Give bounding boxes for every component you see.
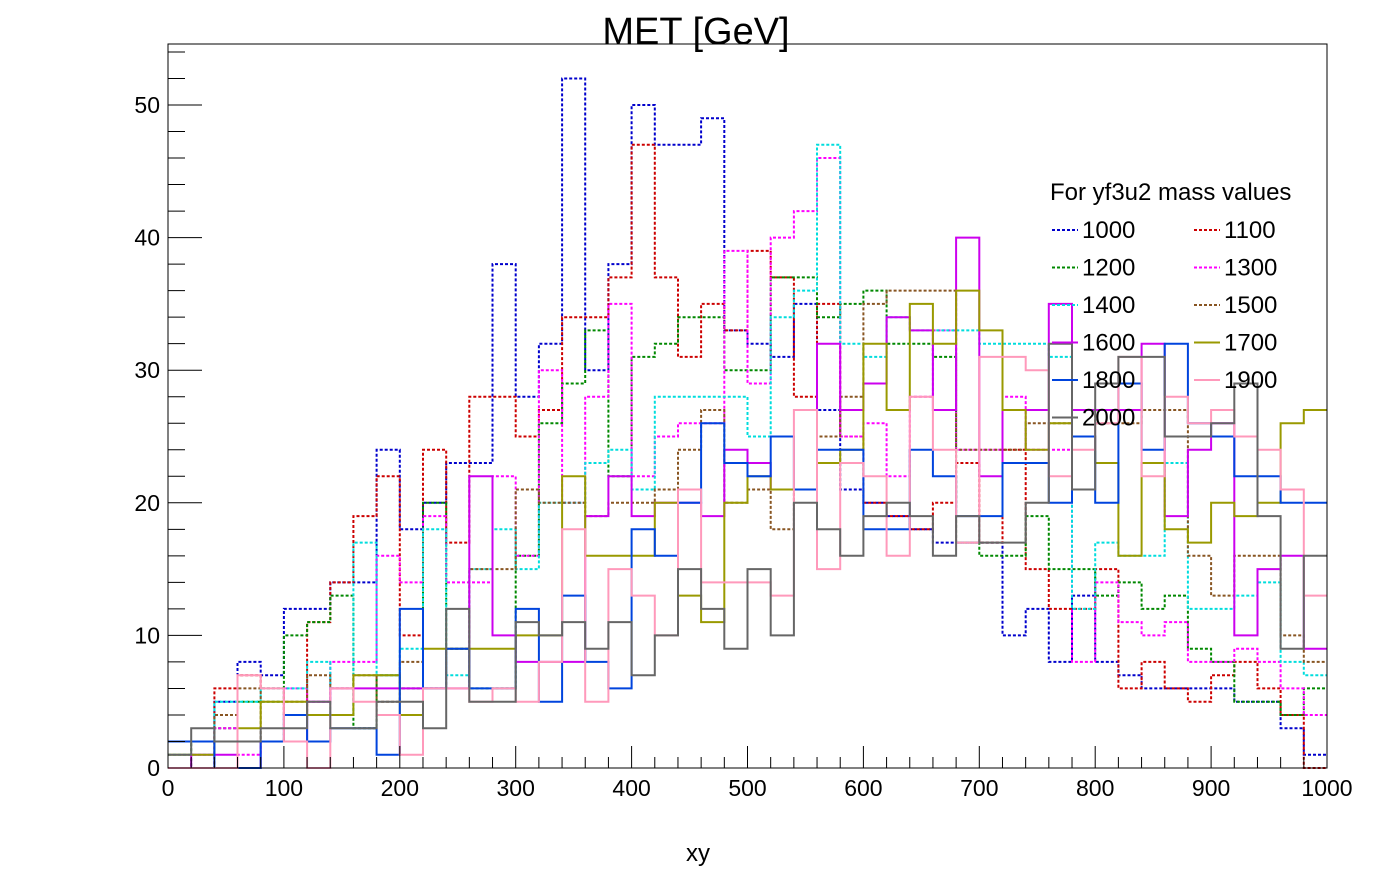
series-1800-line: [168, 342, 1327, 769]
y-tick-label: 0: [147, 755, 160, 781]
legend-label-1400: 1400: [1082, 292, 1135, 319]
series-1100-line: [168, 143, 1327, 769]
axes-layer: 0 100 200 300 400 500 600 700 800 900 1000 0 10 20 30 4…: [134, 51, 1353, 801]
x-tick-label: 200: [381, 775, 419, 801]
legend-entries: 1000 1100 1200 1300 1400 1500 1600 1700 1800 1900…: [1052, 217, 1277, 432]
series-2000-line: [168, 342, 1327, 756]
chart-title: MET [GeV]: [602, 11, 789, 53]
y-tick-label: 50: [134, 92, 160, 118]
legend-label-1100: 1100: [1224, 217, 1276, 244]
plot-frame: [167, 43, 1328, 769]
legend-label-1700: 1700: [1224, 330, 1277, 357]
legend-label-1200: 1200: [1082, 255, 1135, 282]
x-tick-label: 800: [1076, 775, 1114, 801]
y-tick-label: 20: [134, 490, 160, 516]
legend-label-1800: 1800: [1082, 367, 1135, 394]
x-tick-label: 0: [162, 775, 175, 801]
y-tick-label: 10: [134, 622, 160, 648]
legend-label-1300: 1300: [1224, 255, 1277, 282]
legend-title: For yf3u2 mass values: [1050, 179, 1291, 206]
y-tick-label: 30: [134, 357, 160, 383]
x-tick-label: 300: [497, 775, 535, 801]
x-axis-label: xy: [686, 840, 710, 867]
x-tick-label: 900: [1192, 775, 1230, 801]
x-tick-label: 500: [728, 775, 766, 801]
x-tick-label: 700: [960, 775, 998, 801]
x-tick-label: 100: [265, 775, 303, 801]
x-tick-label: 400: [612, 775, 650, 801]
legend-label-1900: 1900: [1224, 367, 1277, 394]
y-tick-label: 40: [134, 225, 160, 251]
legend-label-1500: 1500: [1224, 292, 1277, 319]
legend-label-1000: 1000: [1082, 217, 1135, 244]
x-tick-label: 600: [844, 775, 882, 801]
series-layer: [168, 77, 1327, 769]
x-tick-label: 1000: [1301, 775, 1352, 801]
legend: For yf3u2 mass values 1000 1100 1200 1300 14…: [1050, 179, 1291, 432]
legend-label-1600: 1600: [1082, 330, 1135, 357]
legend-label-2000: 2000: [1082, 405, 1135, 432]
